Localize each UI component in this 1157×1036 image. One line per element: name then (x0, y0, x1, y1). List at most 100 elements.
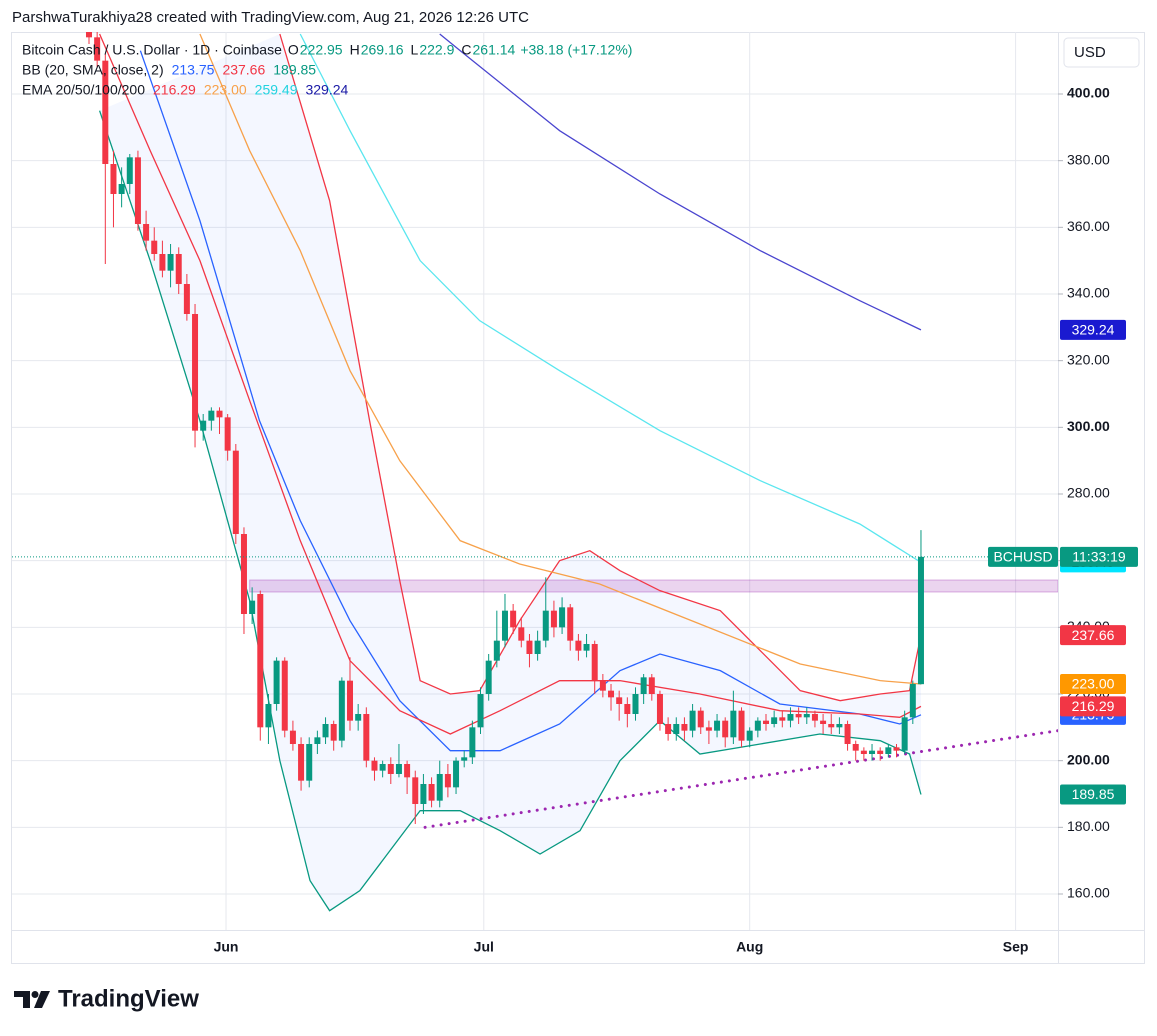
y-tick-label: 320.00 (1067, 351, 1110, 367)
candle-body (526, 640, 533, 654)
candle-body (705, 727, 712, 731)
candle-body (232, 450, 239, 534)
price-label: 216.29 (1072, 698, 1115, 714)
currency-box[interactable] (1063, 37, 1140, 68)
candle-body (493, 640, 500, 661)
legend-text: 223.00 (204, 82, 247, 98)
indicator-line (98, 110, 922, 912)
candle-body (640, 677, 647, 694)
y-tick-label: 200.00 (1067, 751, 1110, 767)
candle-body (110, 164, 117, 194)
candle-body (469, 727, 476, 758)
legend-text: 222.95 (300, 42, 343, 58)
candle-body (901, 717, 908, 751)
price-label: 189.85 (1072, 786, 1115, 802)
indicator-line (99, 33, 922, 735)
price-label-box (1060, 319, 1126, 340)
candle-body (379, 764, 386, 771)
bb-fill (99, 34, 921, 911)
candle-body (330, 724, 337, 741)
indicator-line (199, 33, 922, 685)
candle-body (306, 744, 313, 781)
candle-body (852, 744, 859, 751)
candle-body (550, 610, 557, 628)
legend-text: 329.24 (305, 82, 348, 98)
candle-body (909, 684, 916, 718)
candle-body (102, 60, 109, 164)
candle-body (428, 784, 435, 801)
legend-text: BB (20, SMA, close, 2) (22, 62, 164, 78)
candle-body (249, 600, 256, 614)
plot-area (12, 32, 1058, 912)
candle-body (542, 610, 549, 641)
candle-body (697, 710, 704, 728)
price-label-box (1060, 674, 1126, 694)
candle-body (200, 420, 207, 431)
price-label-box (1060, 546, 1138, 567)
candle-body (738, 710, 745, 741)
candle-body (803, 714, 810, 718)
candle-body (118, 184, 125, 194)
candle-body (559, 607, 566, 628)
y-tick-label: 400.00 (1067, 85, 1110, 101)
candle-body (820, 720, 827, 724)
candle-body (175, 254, 182, 284)
candle-body (477, 694, 484, 728)
candle-body (281, 660, 288, 731)
candle-body (518, 627, 525, 641)
candle-body (754, 720, 761, 731)
candle-body (371, 760, 378, 771)
candle-body (836, 724, 843, 728)
price-label-box (1060, 784, 1126, 805)
candle-body (355, 714, 362, 721)
candle-body (844, 724, 851, 744)
candle-body (632, 694, 639, 714)
candle-body (289, 730, 296, 744)
candle-body (787, 714, 794, 721)
candle-body (534, 640, 541, 654)
y-tick-label: 300.00 (1067, 418, 1110, 434)
price-label: 223.00 (1072, 676, 1115, 692)
candle-body (869, 750, 876, 754)
indicator-line (279, 33, 922, 702)
candle-body (134, 157, 141, 224)
candle-body (183, 284, 190, 314)
y-tick-label: 340.00 (1067, 285, 1110, 301)
candle-body (771, 717, 778, 724)
legend-text: +38.18 (+17.12%) (520, 42, 632, 58)
candle-body (877, 750, 884, 754)
candle-body (322, 724, 329, 738)
x-tick-label: Aug (736, 939, 763, 955)
legend-text: C (461, 42, 471, 58)
candle-body (567, 607, 574, 641)
candle-body (143, 224, 150, 241)
candle-body (591, 644, 598, 681)
brand: TradingView (58, 985, 199, 1012)
candle-body (395, 764, 402, 774)
candle-body (126, 157, 133, 184)
legend-text: 259.49 (255, 82, 298, 98)
resistance-zone (249, 579, 1058, 593)
price-label-box (988, 546, 1058, 567)
candle-body (746, 730, 753, 741)
currency[interactable]: USD (1074, 44, 1106, 61)
candle-body (917, 556, 924, 685)
candle-body (893, 747, 900, 751)
countdown-label: 11:33:19 (1072, 549, 1126, 565)
credit: ParshwaTurakhiya28 created with TradingV… (12, 9, 529, 26)
candle-body (673, 724, 680, 734)
candle-body (583, 644, 590, 651)
price-label-box (1060, 625, 1126, 646)
candle-body (485, 660, 492, 694)
y-tick-label: 160.00 (1067, 885, 1110, 901)
chart-frame (11, 32, 1145, 964)
price-axis: JunJulAugSep160.00180.00200.00220.00240.… (214, 85, 1138, 955)
y-tick-label: 380.00 (1067, 151, 1110, 167)
candle-body (387, 764, 394, 774)
candle-body (298, 744, 305, 781)
candle-body (885, 747, 892, 754)
legend-text: 189.85 (273, 62, 316, 78)
candle-body (616, 697, 623, 704)
legend-text: Bitcoin Cash / U.S. Dollar · 1D · Coinba… (22, 42, 282, 58)
indicator-line (139, 50, 922, 752)
